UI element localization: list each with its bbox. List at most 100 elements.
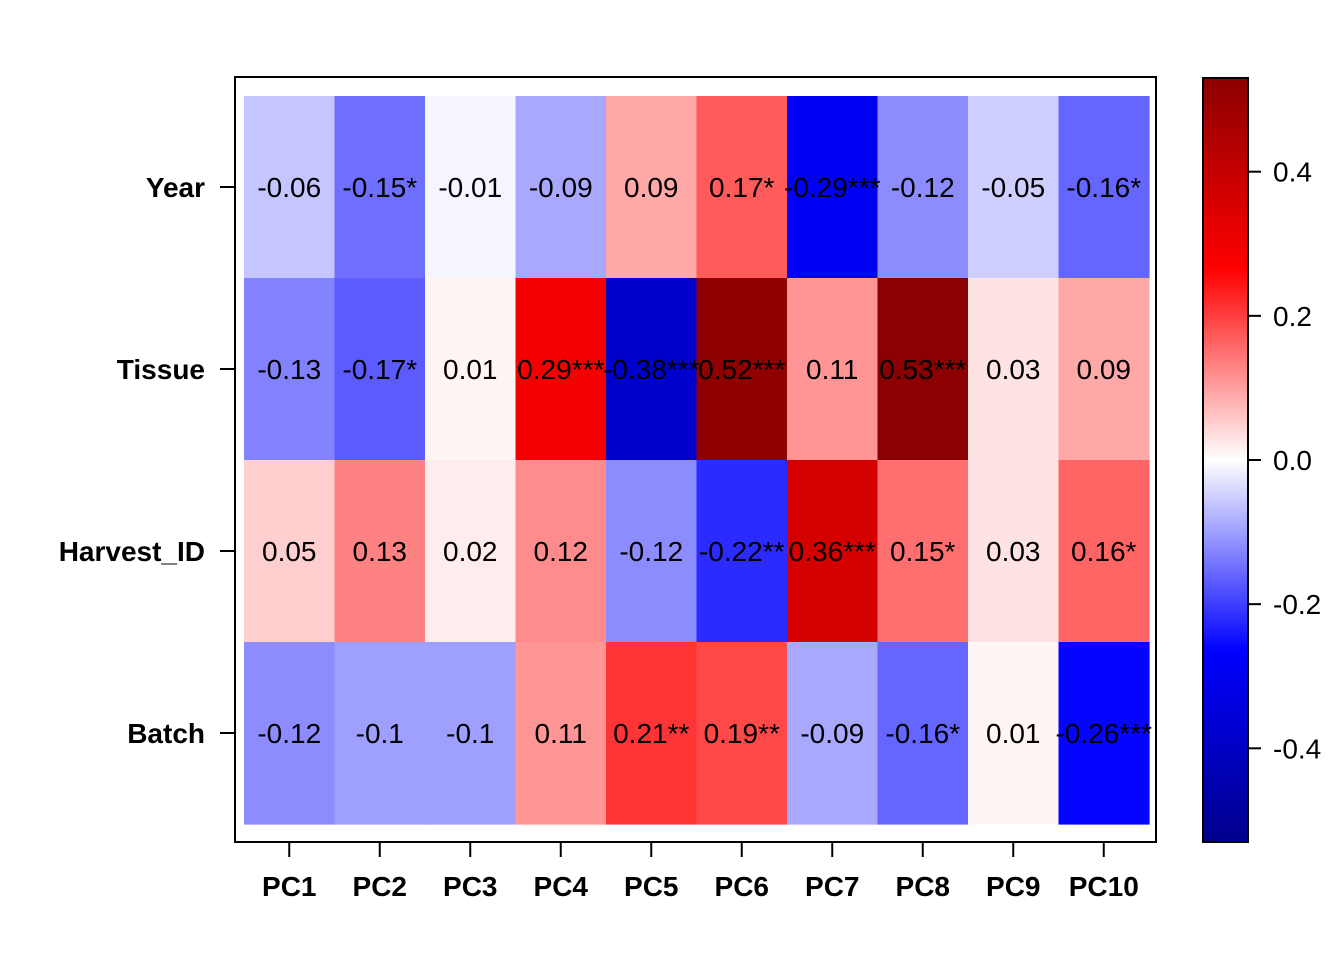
cell-value-label: 0.19** [704, 718, 780, 749]
cell-value-label: 0.36*** [789, 536, 876, 567]
heatmap-cell [425, 278, 517, 461]
heatmap-cell [515, 460, 607, 643]
cell-value-label: 0.03 [986, 354, 1041, 385]
cell-value-label: -0.13 [257, 354, 321, 385]
cell-value-label: -0.17* [342, 354, 417, 385]
cell-value-label: -0.1 [356, 718, 404, 749]
cell-value-label: -0.01 [438, 172, 502, 203]
heatmap-cell [334, 642, 426, 825]
heatmap-cell [696, 278, 788, 461]
colorbar-gradient [1202, 77, 1249, 843]
cell-value-label: 0.01 [443, 354, 498, 385]
heatmap-cell [968, 96, 1060, 279]
cell-value-label: 0.29*** [517, 354, 604, 385]
x-tick-label: PC9 [986, 871, 1040, 902]
x-tick-label: PC7 [805, 871, 859, 902]
colorbar-tick-label: 0.2 [1273, 301, 1312, 332]
y-tick-label: Harvest_ID [59, 536, 205, 567]
cell-value-label: 0.11 [535, 718, 587, 749]
cell-value-label: -0.12 [257, 718, 321, 749]
heatmap-cell [606, 642, 698, 825]
cell-value-label: -0.12 [891, 172, 955, 203]
heatmap-cell [696, 96, 788, 279]
y-tick-label: Year [146, 172, 205, 203]
heatmap-cell [968, 278, 1060, 461]
cell-value-label: -0.16* [1066, 172, 1141, 203]
cell-value-label: 0.02 [443, 536, 498, 567]
heatmap-cell [968, 460, 1060, 643]
heatmap-cell [334, 278, 426, 461]
heatmap-cell [787, 96, 879, 279]
heatmap-cell [877, 460, 969, 643]
cell-value-label: -0.16* [885, 718, 960, 749]
cell-value-label: -0.38*** [603, 354, 700, 385]
heatmap-cell [425, 96, 517, 279]
cell-value-label: 0.53*** [879, 354, 966, 385]
heatmap-cell [877, 642, 969, 825]
heatmap-cell [515, 96, 607, 279]
heatmap-cell [787, 642, 879, 825]
cell-value-label: 0.21** [613, 718, 689, 749]
heatmap-cell [787, 278, 879, 461]
heatmap-cell [696, 460, 788, 643]
x-tick-label: PC3 [443, 871, 497, 902]
cell-value-label: -0.26*** [1055, 718, 1152, 749]
cell-value-label: -0.22** [699, 536, 785, 567]
heatmap-cell-labels: -0.06 -0.15* -0.01 -0.09 0.09 0.17* -0.29*** -0… [257, 172, 1152, 749]
cell-value-label: -0.09 [800, 718, 864, 749]
plot-frame [234, 76, 1157, 843]
cell-value-label: -0.15* [342, 172, 417, 203]
heatmap-cell [968, 642, 1060, 825]
heatmap-cell [425, 460, 517, 643]
heatmap-cell [877, 96, 969, 279]
heatmap-cell [244, 278, 336, 461]
heatmap-cell [696, 642, 788, 825]
heatmap-cell [1058, 642, 1150, 825]
heatmap-cell [1058, 460, 1150, 643]
x-tick-label: PC6 [715, 871, 769, 902]
x-tick-label: PC5 [624, 871, 678, 902]
y-tick-label: Tissue [117, 354, 205, 385]
heatmap-cell [425, 642, 517, 825]
heatmap-cell [244, 642, 336, 825]
colorbar-tick-label: 0.0 [1273, 445, 1312, 476]
x-tick-label: PC4 [534, 871, 589, 902]
cell-value-label: -0.1 [446, 718, 494, 749]
heatmap-cell [606, 96, 698, 279]
cell-value-label: 0.15* [890, 536, 955, 567]
cell-value-label: 0.05 [262, 536, 317, 567]
cell-value-label: 0.09 [624, 172, 679, 203]
x-tick-label: PC1 [262, 871, 316, 902]
x-tick-label: PC2 [353, 871, 407, 902]
cell-value-label: 0.11 [806, 354, 858, 385]
heatmap-cell [515, 642, 607, 825]
colorbar-tick-label: 0.4 [1273, 157, 1312, 188]
colorbar-tick-label: -0.4 [1273, 733, 1321, 764]
cell-value-label: -0.06 [257, 172, 321, 203]
cell-value-label: 0.01 [986, 718, 1041, 749]
heatmap-cell [606, 460, 698, 643]
heatmap-cell [787, 460, 879, 643]
cell-value-label: 0.12 [534, 536, 589, 567]
heatmap-cells [244, 96, 1150, 825]
x-axis: PC1 PC2 PC3 PC4 PC5 PC6 PC7 PC8 PC9 PC10 [262, 842, 1139, 902]
heatmap-cell [334, 96, 426, 279]
cell-value-label: -0.05 [981, 172, 1045, 203]
x-tick-label: PC8 [896, 871, 950, 902]
cell-value-label: -0.09 [529, 172, 593, 203]
heatmap-cell [877, 278, 969, 461]
cell-value-label: 0.03 [986, 536, 1041, 567]
colorbar-tick-label: -0.2 [1273, 589, 1321, 620]
y-tick-label: Batch [127, 718, 205, 749]
cell-value-label: 0.52*** [698, 354, 785, 385]
heatmap-cell [606, 278, 698, 461]
heatmap-cell [244, 460, 336, 643]
cell-value-label: 0.16* [1071, 536, 1136, 567]
heatmap-cell [334, 460, 426, 643]
x-tick-label: PC10 [1069, 871, 1139, 902]
cell-value-label: -0.29*** [784, 172, 881, 203]
cell-value-label: 0.09 [1077, 354, 1132, 385]
cell-value-label: -0.12 [619, 536, 683, 567]
heatmap-cell [1058, 96, 1150, 279]
